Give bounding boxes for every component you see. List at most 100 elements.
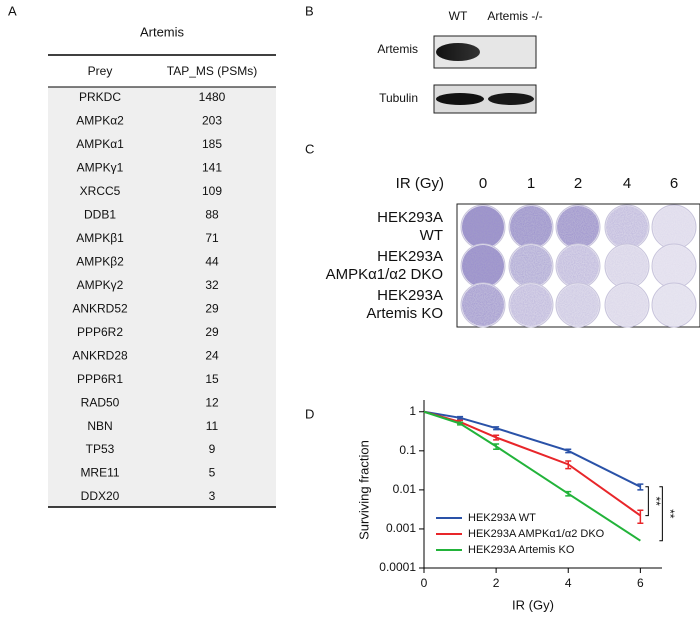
x-tick-label: 4 — [565, 576, 572, 590]
table-cell: 12 — [205, 395, 219, 409]
colony-texture — [462, 284, 504, 326]
error-bar — [457, 415, 464, 420]
error-bar — [565, 460, 572, 470]
table-cell: AMPKα1 — [76, 137, 124, 151]
colony-texture — [510, 206, 552, 248]
y-tick-label: 0.0001 — [379, 560, 416, 574]
table-cell: TP53 — [86, 442, 115, 456]
colony-texture — [462, 206, 504, 248]
table-cell: ANKRD28 — [72, 348, 128, 362]
table-cell: DDB1 — [84, 208, 116, 222]
y-tick-label: 0.01 — [393, 482, 417, 496]
x-tick-label: 0 — [421, 576, 428, 590]
table-cell: 24 — [205, 348, 219, 362]
error-bar — [565, 490, 572, 497]
colony-texture — [510, 284, 552, 326]
y-tick-label: 0.1 — [399, 443, 416, 457]
table-cell: 32 — [205, 278, 219, 292]
table-rows: PRKDC 1480 AMPKα2 203 AMPKα1 185 AMPKγ1 141 XRCC… — [72, 90, 225, 503]
panel-label: C — [305, 141, 314, 156]
lane-label: Artemis -/- — [487, 9, 542, 23]
table-cell: 15 — [205, 372, 219, 386]
table-title: Artemis — [140, 24, 185, 39]
table-cell: NBN — [87, 419, 112, 433]
colony-texture — [606, 206, 648, 248]
colony-texture — [606, 245, 648, 287]
table-cell: 141 — [202, 161, 222, 175]
table-cell: AMPKβ1 — [76, 231, 124, 245]
table-cell: XRCC5 — [80, 184, 121, 198]
dose-label: 6 — [670, 175, 678, 192]
error-bar — [637, 483, 644, 491]
table-cell: 29 — [205, 325, 219, 339]
row-label: HEK293A — [377, 209, 443, 226]
colony-texture — [462, 245, 504, 287]
blot-band — [488, 93, 534, 105]
table-cell: AMPKα2 — [76, 114, 124, 128]
series-line — [423, 410, 641, 517]
dose-label: 0 — [479, 175, 487, 192]
y-tick-label: 1 — [409, 404, 416, 418]
table-cell: 9 — [209, 442, 216, 456]
panel-label: B — [305, 3, 314, 18]
table-cell: DDX20 — [81, 489, 120, 503]
row-label: WT — [420, 227, 443, 244]
significance-label: ** — [663, 509, 677, 519]
y-axis-label: Surviving fraction — [356, 440, 371, 540]
dose-label: 4 — [623, 175, 631, 192]
plates — [460, 204, 697, 328]
dose-label: 1 — [527, 175, 535, 192]
table-cell: AMPKγ2 — [77, 278, 124, 292]
colony-texture — [557, 284, 599, 326]
table-cell: ANKRD52 — [72, 301, 128, 315]
error-bar — [493, 443, 500, 450]
x-tick-label: 6 — [637, 576, 644, 590]
table-cell: 88 — [205, 208, 219, 222]
error-bar — [637, 509, 644, 524]
error-bar — [493, 426, 500, 431]
row-label: AMPKα1/α2 DKO — [326, 266, 443, 283]
panel-label: D — [305, 406, 314, 421]
axis-label: IR (Gy) — [396, 175, 444, 192]
x-tick-label: 2 — [493, 576, 500, 590]
significance-label: ** — [649, 497, 663, 507]
table-cell: 71 — [205, 231, 219, 245]
table-cell: 5 — [209, 466, 216, 480]
table-cell: 3 — [209, 489, 216, 503]
colony-texture — [557, 245, 599, 287]
legend-label: HEK293A AMPKα1/α2 DKO — [468, 528, 605, 540]
row-label: HEK293A — [377, 248, 443, 265]
blot-label: Tubulin — [379, 91, 418, 105]
table-cell: AMPKγ1 — [77, 161, 124, 175]
legend-label: HEK293A Artemis KO — [468, 544, 575, 556]
table-header: TAP_MS (PSMs) — [167, 64, 257, 78]
error-bar — [493, 434, 500, 441]
x-axis-label: IR (Gy) — [512, 597, 554, 612]
significance-bracket — [645, 486, 649, 517]
legend-label: HEK293A WT — [468, 512, 536, 524]
table-cell: 11 — [206, 419, 219, 433]
dose-label: 2 — [574, 175, 582, 192]
colony-texture — [653, 206, 695, 248]
error-bar — [565, 448, 572, 454]
table-cell: 44 — [205, 254, 219, 268]
lane-label: WT — [449, 9, 468, 23]
chart: 0.0001 0.001 0.01 0.1 1 0 2 4 6 HEK293A WT HEK293A… — [379, 400, 677, 590]
table-cell: 185 — [202, 137, 222, 151]
blot-band — [436, 93, 484, 105]
colony-texture — [510, 245, 552, 287]
table-cell: PRKDC — [79, 90, 121, 104]
error-bar — [457, 421, 464, 426]
panel-label: A — [8, 3, 17, 18]
blot-band — [436, 43, 480, 61]
colony-texture — [606, 284, 648, 326]
table-cell: PPP6R1 — [77, 372, 123, 386]
y-tick-label: 0.001 — [386, 521, 416, 535]
row-label: HEK293A — [377, 287, 443, 304]
blot-label: Artemis — [377, 42, 418, 56]
colony-texture — [653, 245, 695, 287]
table-cell: 109 — [202, 184, 222, 198]
table-body-bg — [48, 87, 276, 507]
row-label: Artemis KO — [366, 305, 443, 322]
